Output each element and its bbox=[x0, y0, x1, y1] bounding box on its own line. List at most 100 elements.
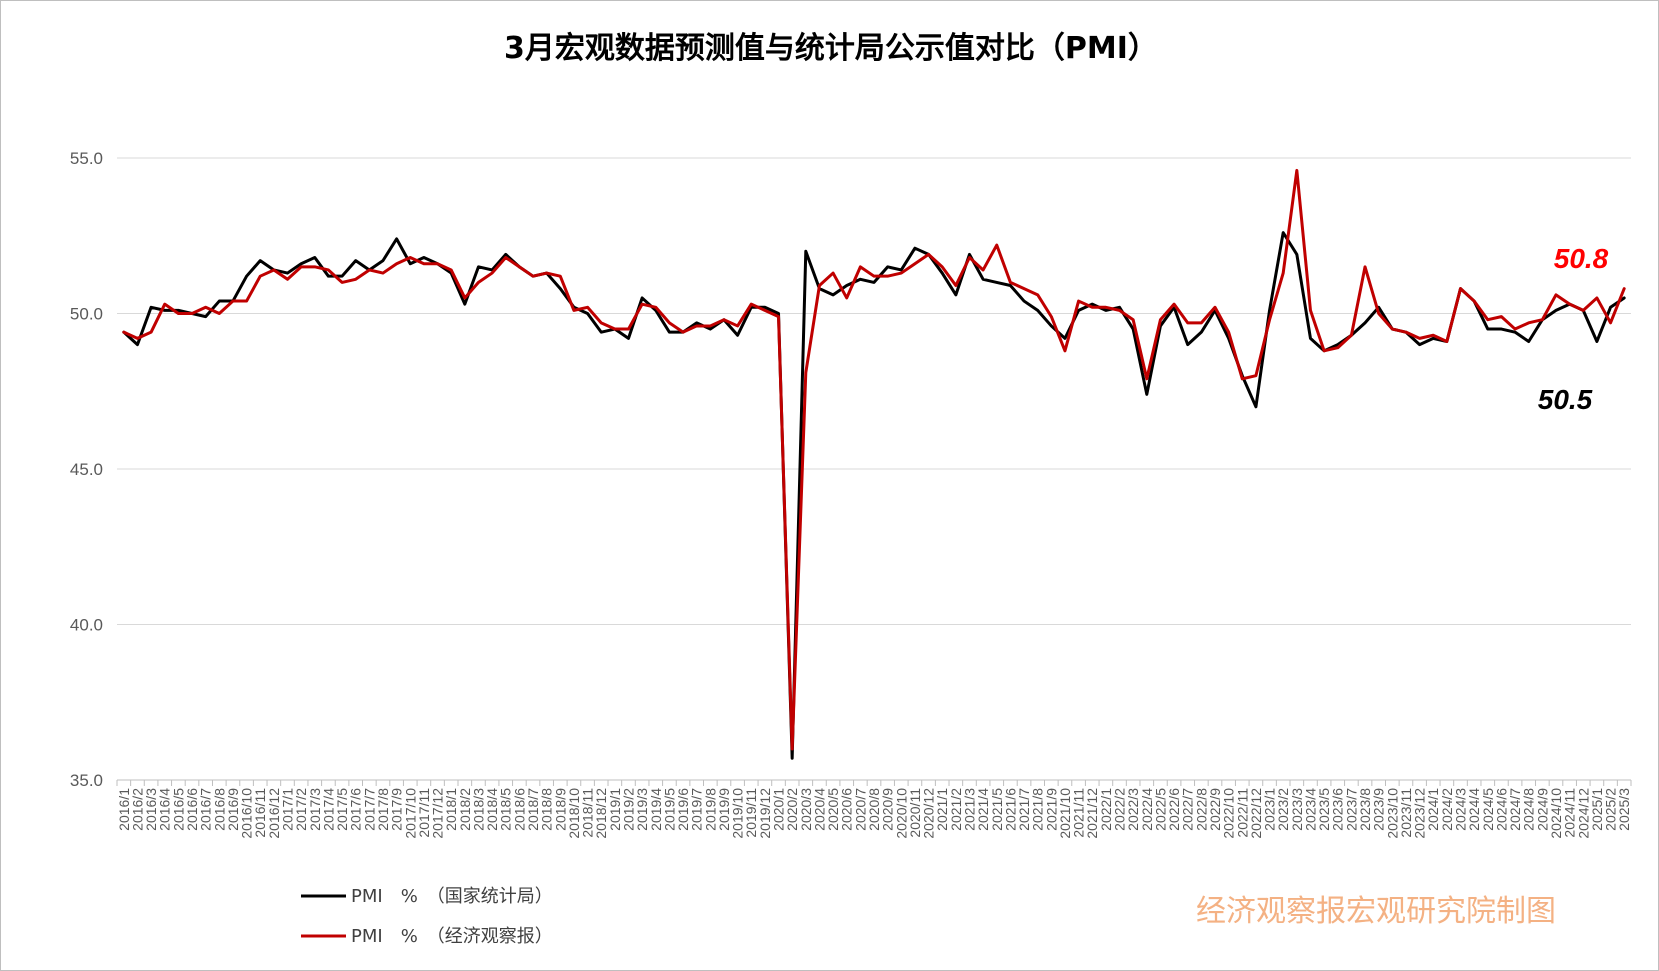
x-tick-label: 2019/4 bbox=[648, 788, 664, 831]
x-tick-label: 2016/12 bbox=[266, 788, 282, 839]
x-tick-label: 2019/6 bbox=[675, 788, 691, 831]
x-tick-label: 2023/7 bbox=[1343, 788, 1359, 831]
x-tick-label: 2023/9 bbox=[1371, 788, 1387, 831]
x-tick-label: 2019/2 bbox=[620, 788, 636, 831]
x-tick-label: 2017/4 bbox=[320, 788, 336, 831]
x-tick-label: 2018/4 bbox=[484, 788, 500, 831]
x-tick-label: 2018/7 bbox=[525, 788, 541, 831]
x-tick-label: 2016/2 bbox=[129, 788, 145, 831]
x-tick-label: 2017/9 bbox=[389, 788, 405, 831]
x-tick-label: 2023/8 bbox=[1357, 788, 1373, 831]
x-tick-label: 2016/7 bbox=[198, 788, 214, 831]
x-tick-label: 2017/6 bbox=[348, 788, 364, 831]
x-tick-label: 2019/1 bbox=[607, 788, 623, 831]
legend-label: PMI % （国家统计局） bbox=[351, 886, 553, 907]
x-tick-label: 2017/3 bbox=[307, 788, 323, 831]
x-tick-label: 2022/9 bbox=[1207, 788, 1223, 831]
x-tick-label: 2020/9 bbox=[880, 788, 896, 831]
x-tick-label: 2024/1 bbox=[1425, 788, 1441, 831]
x-tick-label: 2016/9 bbox=[225, 788, 241, 831]
x-tick-label: 2021/4 bbox=[975, 788, 991, 831]
x-tick-label: 2024/8 bbox=[1521, 788, 1537, 831]
x-tick-label: 2019/12 bbox=[757, 788, 773, 839]
x-tick-label: 2021/5 bbox=[989, 788, 1005, 831]
legend: PMI % （国家统计局） PMI % （经济观察报） bbox=[301, 886, 553, 947]
x-tick-label: 2016/10 bbox=[239, 788, 255, 839]
x-tick-label: 2023/10 bbox=[1384, 788, 1400, 839]
x-tick-label: 2024/7 bbox=[1507, 788, 1523, 831]
x-tick-label: 2024/9 bbox=[1534, 788, 1550, 831]
x-tick-label: 2021/9 bbox=[1043, 788, 1059, 831]
x-tick-label: 2021/6 bbox=[1002, 788, 1018, 831]
x-tick-label: 2019/3 bbox=[634, 788, 650, 831]
x-tick-label: 2021/1 bbox=[934, 788, 950, 831]
y-axis: 35.0 40.0 45.0 50.0 55.0 bbox=[70, 149, 103, 790]
x-tick-label: 2024/12 bbox=[1575, 788, 1591, 839]
x-tick-label: 2018/10 bbox=[566, 788, 582, 839]
x-tick-label: 2024/3 bbox=[1453, 788, 1469, 831]
x-tick-label: 2025/1 bbox=[1589, 788, 1605, 831]
x-tick-label: 2019/8 bbox=[702, 788, 718, 831]
x-tick-label: 2019/7 bbox=[689, 788, 705, 831]
x-tick-label: 2022/5 bbox=[1152, 788, 1168, 831]
gridlines bbox=[117, 157, 1631, 625]
x-tick-label: 2022/12 bbox=[1248, 788, 1264, 839]
x-tick-label: 2023/2 bbox=[1275, 788, 1291, 831]
x-tick-label: 2023/3 bbox=[1289, 788, 1305, 831]
x-tick-label: 2020/1 bbox=[771, 788, 787, 831]
x-tick-label: 2024/5 bbox=[1480, 788, 1496, 831]
x-tick-label: 2022/7 bbox=[1180, 788, 1196, 831]
x-tick-label: 2019/9 bbox=[716, 788, 732, 831]
annotation-label: 50.5 bbox=[1538, 384, 1593, 415]
x-tick-label: 2016/4 bbox=[157, 788, 173, 831]
x-tick-label: 2016/5 bbox=[170, 788, 186, 831]
x-tick-label: 2020/3 bbox=[798, 788, 814, 831]
x-tick-label: 2022/6 bbox=[1166, 788, 1182, 831]
x-tick-label: 2018/9 bbox=[552, 788, 568, 831]
x-tick-label: 2020/6 bbox=[839, 788, 855, 831]
y-tick-label: 50.0 bbox=[70, 305, 103, 324]
watermark-text: 经济观察报宏观研究院制图 bbox=[1196, 894, 1556, 929]
series-line-eeo bbox=[122, 168, 1626, 751]
x-tick-label: 2022/2 bbox=[1112, 788, 1128, 831]
annotations: 50.8 50.5 bbox=[1538, 243, 1609, 415]
x-tick-label: 2024/10 bbox=[1548, 788, 1564, 839]
x-tick-label: 2017/8 bbox=[375, 788, 391, 831]
x-tick-label: 2022/3 bbox=[1125, 788, 1141, 831]
x-tick-label: 2022/1 bbox=[1098, 788, 1114, 831]
x-axis: 2016/12016/22016/32016/42016/52016/62016… bbox=[116, 779, 1632, 839]
x-tick-label: 2021/8 bbox=[1030, 788, 1046, 831]
x-tick-label: 2025/2 bbox=[1603, 788, 1619, 831]
x-tick-label: 2018/5 bbox=[498, 788, 514, 831]
series-line-nbs bbox=[122, 231, 1626, 760]
x-tick-label: 2022/4 bbox=[1139, 788, 1155, 831]
x-tick-label: 2023/1 bbox=[1262, 788, 1278, 831]
x-tick-label: 2020/12 bbox=[921, 788, 937, 839]
x-tick-label: 2017/5 bbox=[334, 788, 350, 831]
y-tick-label: 35.0 bbox=[70, 771, 103, 790]
legend-label: PMI % （经济观察报） bbox=[351, 926, 553, 947]
x-tick-label: 2024/4 bbox=[1466, 788, 1482, 831]
x-tick-label: 2020/4 bbox=[811, 788, 827, 831]
x-tick-label: 2017/1 bbox=[279, 788, 295, 831]
x-tick-label: 2024/2 bbox=[1439, 788, 1455, 831]
x-tick-label: 2021/2 bbox=[948, 788, 964, 831]
x-tick-label: 2016/8 bbox=[211, 788, 227, 831]
x-tick-label: 2018/11 bbox=[580, 788, 596, 838]
x-tick-label: 2018/3 bbox=[470, 788, 486, 831]
x-tick-label: 2016/11 bbox=[252, 788, 268, 838]
x-tick-label: 2023/4 bbox=[1302, 788, 1318, 831]
x-tick-label: 2021/3 bbox=[961, 788, 977, 831]
x-tick-label: 2024/6 bbox=[1493, 788, 1509, 831]
x-tick-label: 2017/11 bbox=[416, 788, 432, 838]
x-tick-label: 2025/3 bbox=[1616, 788, 1632, 831]
x-tick-label: 2019/5 bbox=[661, 788, 677, 831]
x-tick-label: 2023/5 bbox=[1316, 788, 1332, 831]
x-tick-label: 2019/11 bbox=[743, 788, 759, 838]
x-tick-label: 2022/11 bbox=[1234, 788, 1250, 838]
chart-title: 3月宏观数据预测值与统计局公示值对比（PMI） bbox=[504, 31, 1158, 66]
x-tick-label: 2021/11 bbox=[1071, 788, 1087, 838]
y-tick-label: 45.0 bbox=[70, 460, 103, 479]
x-tick-label: 2016/3 bbox=[143, 788, 159, 831]
